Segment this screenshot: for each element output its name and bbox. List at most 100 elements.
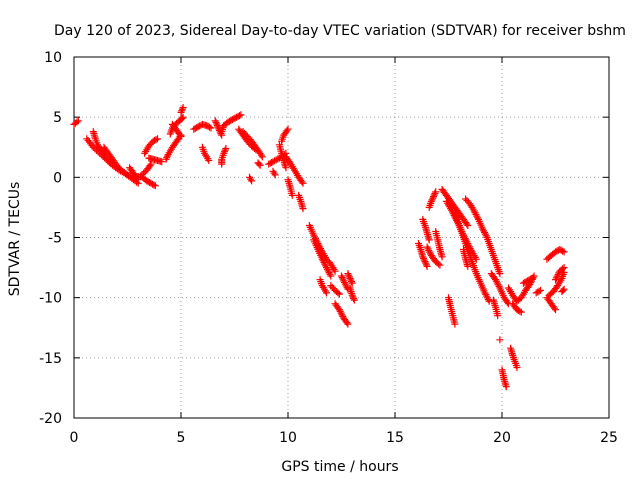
data-point <box>481 230 489 238</box>
data-point <box>91 145 99 153</box>
data-point <box>470 207 478 215</box>
data-point <box>162 155 170 163</box>
data-point <box>236 112 243 120</box>
data-point <box>421 258 429 266</box>
x-tick-label: 20 <box>493 430 511 446</box>
data-point <box>430 191 438 199</box>
data-point <box>255 160 263 168</box>
data-point <box>347 276 355 284</box>
data-point <box>496 336 504 344</box>
y-axis-label: SDTVAR / TECUs <box>7 182 23 297</box>
data-point <box>492 277 500 285</box>
data-point <box>528 274 536 282</box>
data-point <box>74 117 82 125</box>
data-point <box>422 261 430 269</box>
data-point <box>268 159 276 166</box>
x-tick-label: 5 <box>177 430 186 446</box>
grid <box>74 57 609 418</box>
data-point <box>323 289 330 297</box>
data-point <box>420 256 428 264</box>
data-point <box>284 125 292 133</box>
data-point <box>552 276 559 284</box>
data-point <box>338 311 346 319</box>
data-point <box>527 275 534 283</box>
data-point <box>426 248 434 256</box>
data-point <box>258 153 266 161</box>
data-point <box>482 291 490 298</box>
data-point <box>463 220 471 228</box>
data-point <box>334 289 342 297</box>
data-point <box>496 270 504 278</box>
data-point <box>345 273 353 281</box>
data-point <box>158 158 166 166</box>
data-point <box>480 227 488 235</box>
data-point <box>348 279 356 287</box>
x-tick-label: 15 <box>386 430 404 446</box>
data-point <box>327 272 335 280</box>
data-point <box>423 262 431 270</box>
data-point <box>213 122 221 130</box>
data-point <box>299 205 307 213</box>
data-point <box>331 267 339 275</box>
data-point <box>559 247 567 255</box>
data-point <box>326 270 334 278</box>
data-point <box>345 271 353 279</box>
data-point <box>346 274 354 282</box>
data-point <box>221 146 229 154</box>
data-point <box>207 124 215 132</box>
data-point <box>341 280 349 288</box>
data-point <box>152 136 160 144</box>
data-point <box>339 275 347 283</box>
data-point <box>560 285 568 293</box>
data-point <box>177 132 185 140</box>
data-point <box>146 162 154 170</box>
y-tick-label: -5 <box>48 231 62 247</box>
data-point <box>147 160 155 168</box>
data-point <box>271 171 279 179</box>
data-point <box>451 320 459 328</box>
data-point <box>431 189 439 197</box>
data-point <box>282 164 290 172</box>
axis-ticks: 0 5 10 15 20 25 -20 -15 -10 -5 0 5 10 <box>39 50 618 446</box>
data-point <box>495 282 503 290</box>
data-point <box>350 296 358 304</box>
data-point <box>482 232 490 240</box>
data-point <box>298 178 306 186</box>
data-point <box>288 191 296 199</box>
data-point <box>464 262 472 270</box>
data-point <box>222 145 230 152</box>
data-point <box>438 253 446 261</box>
data-point <box>348 291 356 299</box>
data-point <box>134 176 142 184</box>
y-tick-label: 10 <box>44 50 62 66</box>
data-point <box>492 276 500 284</box>
data-point <box>472 210 480 218</box>
data-point <box>179 113 187 121</box>
data-point <box>427 197 435 205</box>
data-point <box>483 292 491 300</box>
data-point <box>270 169 278 177</box>
data-point <box>205 157 213 164</box>
data-point <box>552 274 560 282</box>
data-point <box>218 160 226 168</box>
data-point <box>213 120 221 128</box>
data-point <box>474 214 482 222</box>
data-point <box>560 264 568 272</box>
data-point <box>163 154 171 162</box>
data-point <box>481 289 489 297</box>
data-point <box>323 264 330 272</box>
data-point <box>423 243 431 251</box>
data-point <box>493 279 501 287</box>
data-point <box>471 209 479 217</box>
data-point <box>154 135 161 143</box>
data-point <box>560 248 568 256</box>
data-point <box>436 261 444 269</box>
data-point <box>247 175 255 183</box>
data-point <box>502 383 510 391</box>
data-point <box>517 308 525 316</box>
y-tick-label: 5 <box>53 110 62 126</box>
data-point <box>338 272 345 280</box>
data-point <box>419 253 427 261</box>
data-point <box>422 259 430 267</box>
chart-title: Day 120 of 2023, Sidereal Day-to-day VTE… <box>54 23 626 39</box>
